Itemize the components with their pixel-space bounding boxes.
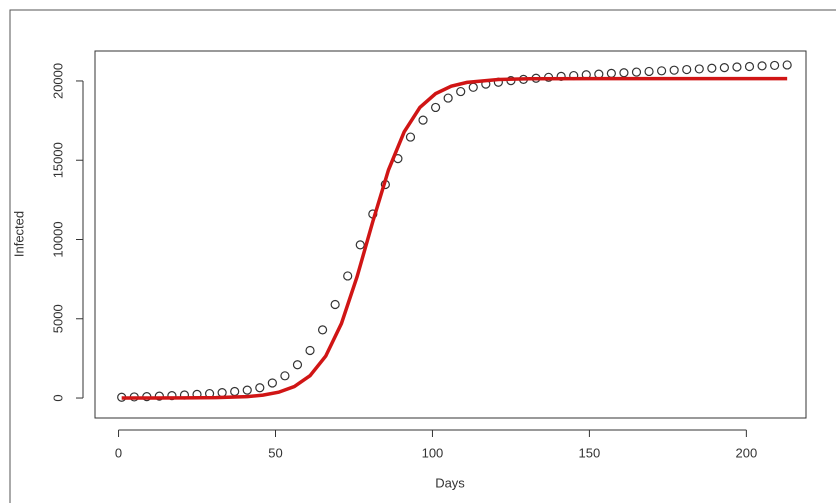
data-point (782, 60, 792, 70)
y-tick-label: 0 (50, 394, 65, 401)
x-axis-label: Days (435, 475, 465, 490)
y-tick-label: 20000 (50, 63, 65, 99)
y-tick-label: 15000 (50, 142, 65, 178)
data-point (255, 383, 265, 393)
data-point (456, 86, 466, 97)
data-point (682, 64, 692, 75)
fit-line (121, 76, 788, 400)
y-tick-label: 10000 (50, 221, 65, 257)
data-point (468, 82, 478, 92)
x-tick-label: 200 (736, 445, 758, 460)
data-point (242, 385, 252, 395)
data-point (744, 61, 755, 72)
frame (9, 9, 836, 503)
data-point (355, 240, 365, 250)
data-point (644, 66, 654, 77)
data-point (606, 68, 616, 78)
data-point (757, 61, 767, 71)
data-point (405, 132, 416, 142)
y-tick-label: 5000 (50, 304, 65, 333)
data-point (154, 391, 164, 401)
data-point (217, 388, 227, 398)
data-point (732, 62, 742, 72)
data-point (292, 360, 303, 370)
data-point (443, 93, 453, 103)
data-point (619, 68, 629, 78)
data-point (230, 386, 240, 397)
data-point (317, 325, 328, 335)
data-point (657, 66, 667, 76)
data-point (631, 67, 642, 77)
x-tick-label: 100 (422, 445, 444, 460)
data-point (770, 60, 780, 71)
data-point (719, 63, 729, 73)
data-point (267, 378, 277, 388)
x-tick-label: 0 (115, 445, 122, 460)
data-point (707, 63, 717, 73)
data-point (694, 64, 704, 74)
data-point (280, 371, 290, 381)
data-point (669, 65, 679, 75)
data-point (330, 299, 340, 310)
y-axis-label: Infected (11, 211, 26, 257)
x-tick-label: 50 (268, 445, 282, 460)
plot-box (94, 50, 807, 419)
data-point (430, 102, 441, 113)
data-point (343, 271, 353, 281)
data-point (305, 345, 315, 356)
x-tick-label: 150 (579, 445, 601, 460)
data-point (418, 115, 428, 125)
